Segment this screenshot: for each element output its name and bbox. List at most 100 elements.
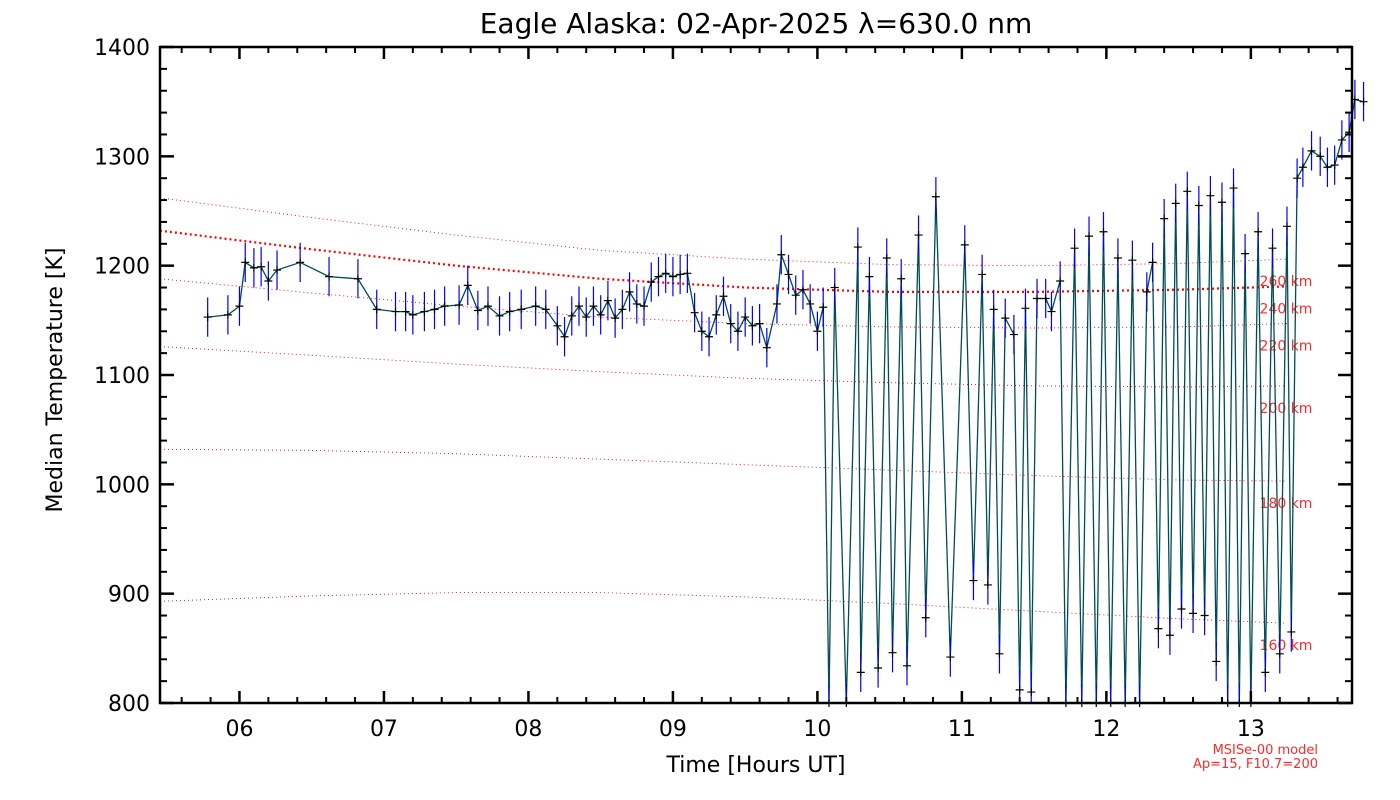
- data-point: [1085, 232, 1094, 241]
- x-tick-label: 10: [803, 717, 831, 742]
- data-point: [741, 313, 750, 322]
- y-tick-label: 1100: [94, 364, 150, 389]
- data-point: [1009, 330, 1018, 339]
- data-point: [705, 332, 714, 341]
- model-curve: [159, 448, 1288, 482]
- data-point: [296, 258, 305, 267]
- data-point: [1298, 163, 1307, 172]
- data-point: [1148, 258, 1157, 267]
- data-point: [589, 302, 598, 311]
- data-point: [1047, 307, 1056, 316]
- data-point: [921, 613, 930, 622]
- data-point: [273, 266, 282, 275]
- data-point: [1337, 135, 1346, 144]
- data-point: [625, 287, 634, 296]
- data-point: [603, 296, 612, 305]
- data-point: [983, 580, 992, 589]
- data-point: [897, 274, 906, 283]
- model-curve-label: 160 km: [1260, 638, 1313, 654]
- data-point: [1206, 191, 1215, 200]
- data-point: [914, 231, 923, 240]
- data-point: [1261, 668, 1270, 677]
- x-tick-label: 11: [948, 717, 976, 742]
- data-point: [830, 283, 839, 292]
- data-point: [495, 311, 504, 320]
- data-point: [618, 305, 627, 314]
- data-point: [1160, 214, 1169, 223]
- y-tick-label: 1300: [94, 145, 150, 170]
- data-point: [575, 302, 584, 311]
- data-point: [632, 299, 641, 308]
- data-point: [995, 649, 1004, 658]
- data-point: [408, 310, 417, 319]
- data-point: [697, 327, 706, 336]
- data-point: [1287, 627, 1296, 636]
- data-point: [473, 306, 482, 315]
- data-point: [654, 272, 663, 281]
- data-point: [1194, 201, 1203, 210]
- data-point: [560, 332, 569, 341]
- data-point: [1316, 152, 1325, 161]
- x-axis-label: Time [Hours UT]: [666, 753, 846, 778]
- data-point: [1056, 276, 1065, 285]
- y-tick-label: 900: [108, 583, 150, 608]
- data-point: [874, 664, 883, 673]
- x-tick-label: 08: [514, 717, 542, 742]
- data-point: [668, 272, 677, 281]
- data-point: [372, 305, 381, 314]
- chart-title: Eagle Alaska: 02-Apr-2025 λ=630.0 nm: [480, 7, 1033, 40]
- data-point: [249, 263, 258, 272]
- data-point: [1323, 163, 1332, 172]
- data-point: [719, 292, 728, 301]
- data-point: [1154, 624, 1163, 633]
- data-point: [755, 319, 764, 328]
- data-point: [553, 321, 562, 330]
- x-tick-label: 06: [225, 717, 253, 742]
- y-tick-label: 1200: [94, 255, 150, 280]
- model-info-line-2: Ap=15, F10.7=200: [1193, 757, 1318, 772]
- data-point: [888, 648, 897, 657]
- data-point: [683, 269, 692, 278]
- data-point: [505, 307, 514, 316]
- data-point: [1041, 294, 1050, 303]
- data-point: [726, 319, 735, 328]
- data-point: [582, 313, 591, 322]
- data-point: [611, 314, 620, 323]
- data-point: [791, 291, 800, 300]
- data-point: [1268, 244, 1277, 253]
- data-point: [1015, 685, 1024, 694]
- data-point: [1241, 249, 1250, 258]
- model-curve: [159, 592, 1288, 624]
- data-point: [798, 285, 807, 294]
- data-point: [430, 305, 439, 314]
- data-point: [902, 661, 911, 670]
- data-point: [989, 305, 998, 314]
- data-point: [463, 281, 472, 290]
- data-point: [1293, 174, 1302, 183]
- data-point: [531, 302, 540, 311]
- data-point: [712, 310, 721, 319]
- data-point: [1171, 199, 1180, 208]
- data-point: [777, 250, 786, 259]
- data-point: [762, 343, 771, 352]
- data-point: [1330, 161, 1339, 170]
- data-point: [676, 270, 685, 279]
- x-tick-label: 13: [1237, 717, 1265, 742]
- data-point: [325, 272, 334, 281]
- data-point: [1275, 649, 1284, 658]
- y-tick-label: 800: [108, 692, 150, 717]
- data-point: [1128, 256, 1137, 265]
- data-point: [806, 299, 815, 308]
- data-point: [784, 270, 793, 279]
- data-point: [1217, 198, 1226, 207]
- data-point: [931, 192, 940, 201]
- data-point: [1229, 184, 1238, 193]
- x-tick-label: 09: [659, 717, 687, 742]
- data-point: [1183, 187, 1192, 196]
- model-curve-label: 180 km: [1260, 496, 1313, 512]
- data-point: [690, 308, 699, 317]
- data-point: [647, 278, 656, 287]
- data-point: [1200, 611, 1209, 620]
- data-point: [223, 310, 232, 319]
